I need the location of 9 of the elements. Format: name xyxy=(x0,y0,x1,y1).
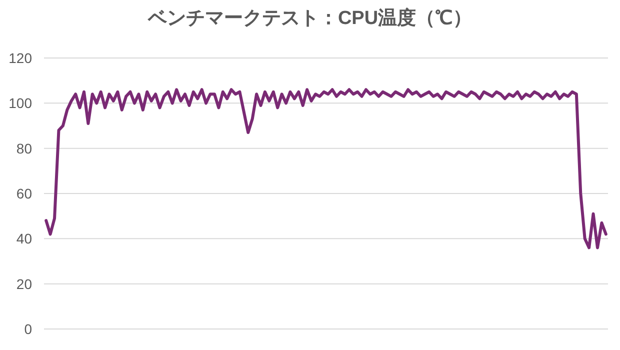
y-tick-label: 20 xyxy=(16,276,32,292)
line-series xyxy=(44,88,608,250)
y-tick-label: 120 xyxy=(8,50,32,66)
y-tick-label: 80 xyxy=(16,140,32,156)
y-tick-label: 40 xyxy=(16,230,32,247)
y-tick-label: 0 xyxy=(24,321,32,337)
y-tick-label: 60 xyxy=(16,186,32,202)
chart-title: ベンチマークテスト：CPU温度（℃） xyxy=(146,7,472,29)
y-tick-label: 100 xyxy=(8,95,32,112)
